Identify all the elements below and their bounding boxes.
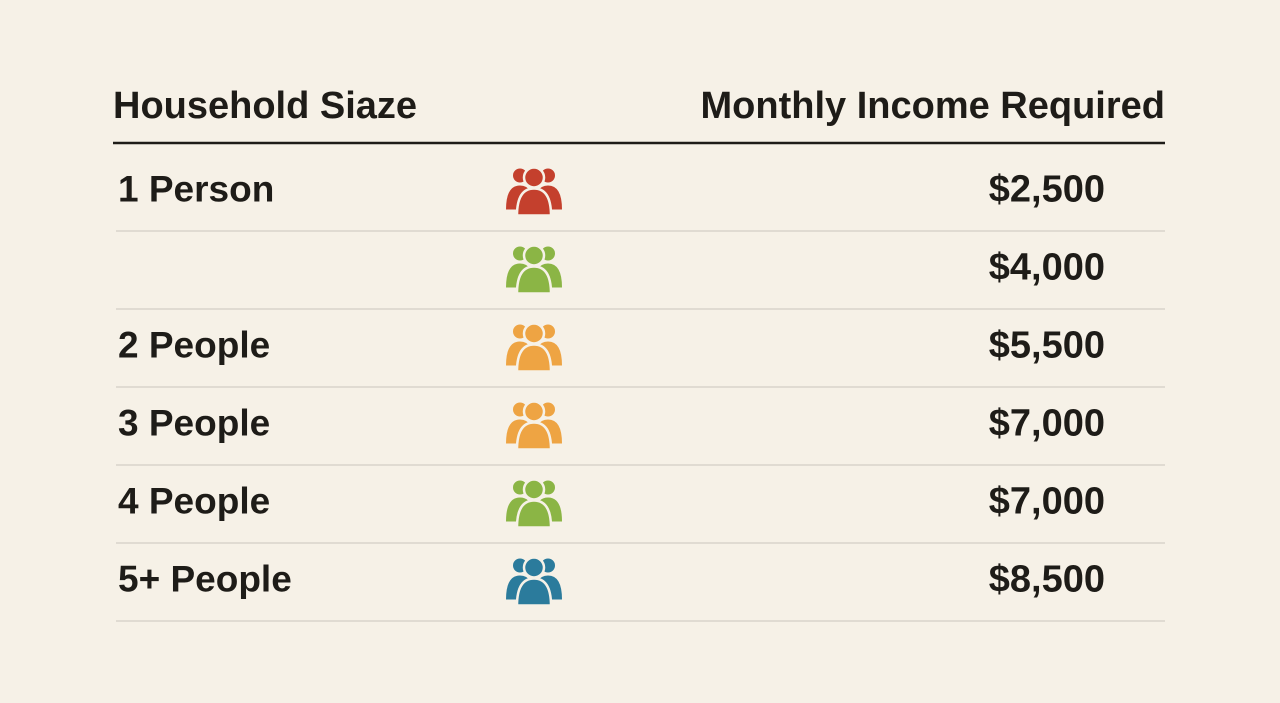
icon-head bbox=[522, 244, 546, 267]
icon-head bbox=[522, 478, 546, 501]
household-size: 1 Person bbox=[118, 168, 274, 209]
income-value: $7,000 bbox=[989, 481, 1105, 523]
icon-head bbox=[522, 556, 546, 579]
income-value: $7,000 bbox=[989, 403, 1105, 445]
column-header: Monthly Income Required bbox=[701, 85, 1165, 127]
icon-body bbox=[515, 265, 553, 295]
household-size: 4 People bbox=[118, 480, 270, 521]
people-icon bbox=[506, 400, 562, 451]
income-value: $2,500 bbox=[989, 169, 1105, 211]
icon-head bbox=[522, 322, 546, 345]
people-icon bbox=[506, 322, 562, 373]
column-header: Household Siaze bbox=[113, 85, 417, 127]
income-value: $5,500 bbox=[989, 325, 1105, 367]
icon-body bbox=[515, 577, 553, 607]
people-icon bbox=[506, 166, 562, 217]
icon-body bbox=[515, 343, 553, 373]
income-value: $4,000 bbox=[989, 247, 1105, 289]
icon-head bbox=[522, 400, 546, 423]
icon-body bbox=[515, 187, 553, 217]
household-size: 3 People bbox=[118, 402, 270, 443]
icon-body bbox=[515, 499, 553, 529]
income-value: $8,500 bbox=[989, 559, 1105, 601]
people-icon bbox=[506, 478, 562, 529]
household-size: 5+ People bbox=[118, 558, 292, 599]
people-icon bbox=[506, 244, 562, 295]
household-size: 2 People bbox=[118, 324, 270, 365]
people-icon bbox=[506, 556, 562, 607]
icon-body bbox=[515, 421, 553, 451]
icon-head bbox=[522, 166, 546, 189]
